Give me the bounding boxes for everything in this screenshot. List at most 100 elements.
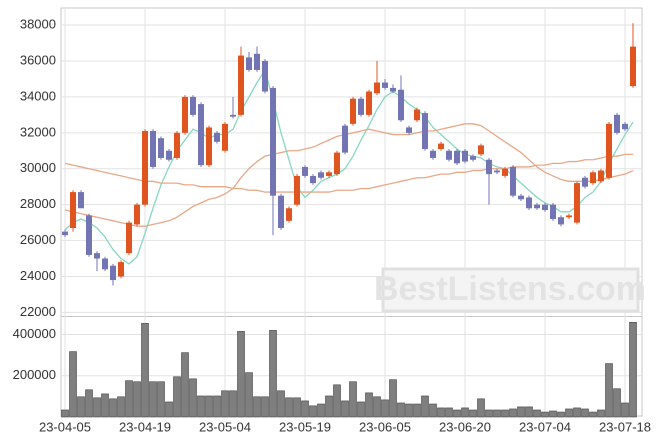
x-tick-label: 23-05-04 — [199, 419, 251, 434]
y-tick-label: 36000 — [20, 52, 56, 67]
candle-body — [246, 57, 252, 70]
volume-bar — [133, 381, 141, 418]
y-tick-label: 34000 — [20, 88, 56, 103]
candle-body — [470, 156, 476, 160]
y2-tick-label: 400000 — [13, 326, 56, 341]
candle-body — [326, 172, 332, 176]
candle-body — [430, 150, 436, 158]
volume-bar — [205, 395, 213, 418]
volume-bar — [429, 403, 437, 418]
volume-bar — [445, 407, 453, 418]
candle-body — [374, 82, 380, 94]
x-tick-label: 23-04-05 — [39, 419, 91, 434]
candle-body — [118, 262, 124, 277]
volume-bar — [237, 331, 245, 418]
volume-bar — [397, 402, 405, 418]
volume-bar — [149, 381, 157, 418]
volume-bar — [541, 411, 549, 418]
y2-tick-label: 200000 — [13, 367, 56, 382]
candle-body — [70, 192, 76, 228]
y-tick-label: 30000 — [20, 160, 56, 175]
y-tick-label: 24000 — [20, 268, 56, 283]
candle-body — [126, 222, 132, 254]
candle-body — [342, 125, 348, 153]
volume-bar — [389, 379, 397, 418]
volume-bar — [173, 376, 181, 418]
candle-body — [630, 46, 636, 87]
x-tick-label: 23-07-18 — [599, 419, 651, 434]
candle-body — [334, 152, 340, 175]
volume-bar — [221, 390, 229, 418]
volume-bar — [629, 322, 637, 418]
volume-bar — [549, 410, 557, 418]
candle-body — [270, 87, 276, 196]
candle-body — [454, 150, 460, 164]
candle-body — [166, 150, 172, 160]
volume-bar — [613, 388, 621, 418]
candle-body — [566, 215, 572, 218]
volume-bar — [589, 411, 597, 418]
volume-bar — [213, 395, 221, 418]
candle-body — [598, 170, 604, 182]
candle-body — [366, 91, 372, 115]
candle-body — [150, 131, 156, 167]
candle-body — [318, 172, 324, 178]
volume-bar — [405, 403, 413, 418]
volume-bar — [557, 411, 565, 418]
candle-body — [94, 253, 100, 259]
volume-bar — [525, 406, 533, 418]
volume-bar — [469, 409, 477, 418]
volume-bar — [325, 395, 333, 418]
candle-body — [190, 96, 196, 115]
candle-body — [358, 98, 364, 115]
candle-body — [214, 132, 220, 142]
candle-body — [398, 89, 404, 121]
volume-bar — [421, 395, 429, 418]
candle-body — [286, 208, 292, 221]
volume-bar — [181, 352, 189, 418]
x-tick-label: 23-06-05 — [359, 419, 411, 434]
volume-bar — [533, 409, 541, 418]
volume-bar — [261, 396, 269, 418]
candle-body — [502, 168, 508, 176]
candle-body — [582, 177, 588, 187]
x-tick-label: 23-07-04 — [519, 419, 571, 434]
volume-bar — [341, 400, 349, 418]
candle-body — [278, 195, 284, 228]
y-tick-label: 38000 — [20, 16, 56, 31]
volume-bar — [245, 372, 253, 418]
volume-bar — [229, 390, 237, 418]
candle-body — [542, 204, 548, 211]
candle-body — [158, 138, 164, 158]
volume-bar — [309, 405, 317, 418]
volume-bar — [493, 409, 501, 418]
candle-body — [622, 123, 628, 130]
volume-bar — [381, 399, 389, 418]
volume-bar — [453, 409, 461, 418]
candle-body — [486, 159, 492, 175]
candle-body — [222, 123, 228, 151]
y-tick-label: 32000 — [20, 124, 56, 139]
volume-bar — [461, 407, 469, 418]
volume-bar — [61, 409, 69, 418]
volume-bar — [501, 409, 509, 418]
volume-bar — [365, 392, 373, 418]
volume-bar — [101, 393, 109, 418]
candle-body — [262, 60, 268, 92]
volume-bar — [485, 409, 493, 418]
volume-bar — [125, 380, 133, 418]
watermark: BestListens.com — [374, 270, 646, 308]
candle-body — [134, 204, 140, 225]
candle-body — [574, 183, 580, 223]
candle-body — [606, 123, 612, 178]
x-tick-label: 23-06-20 — [439, 419, 491, 434]
volume-bar — [141, 323, 149, 418]
candle-body — [510, 166, 516, 196]
volume-bar — [349, 381, 357, 418]
volume-bar — [517, 406, 525, 418]
volume-bar — [157, 381, 165, 418]
candle-body — [142, 131, 148, 205]
candle-body — [414, 109, 420, 121]
candle-body — [174, 132, 180, 158]
